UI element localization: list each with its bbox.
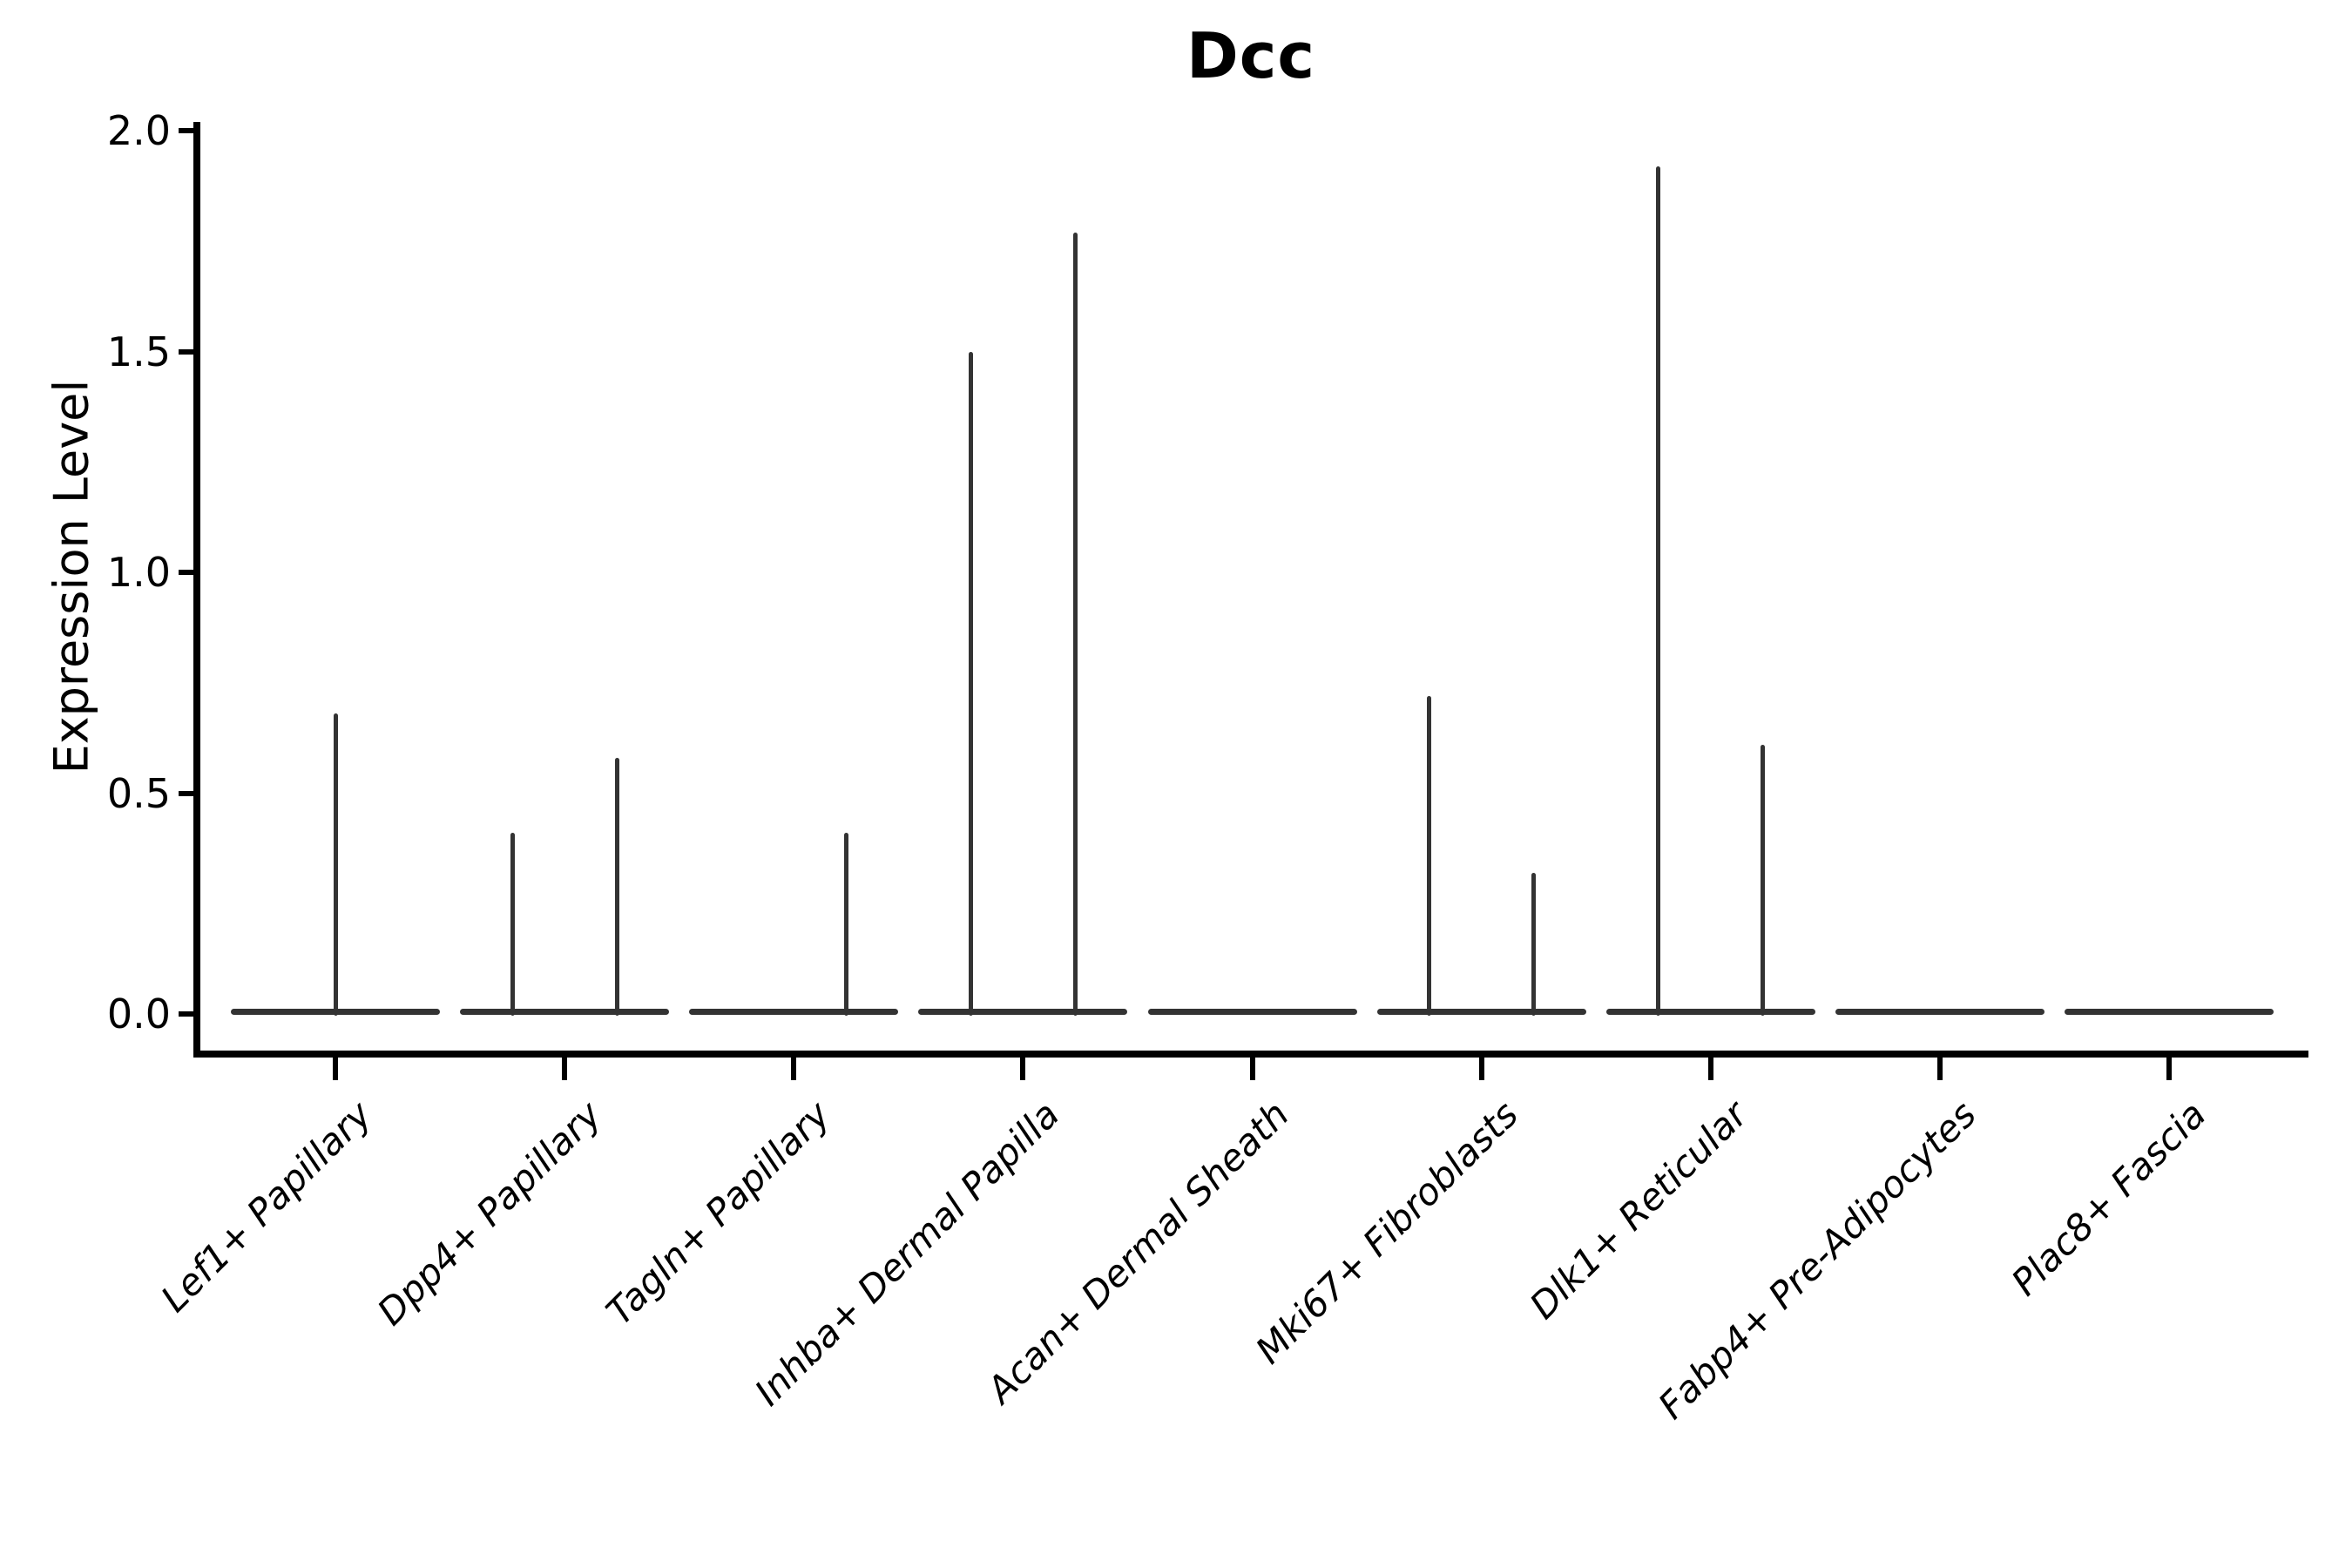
y-tick-label: 1.5: [106, 328, 171, 375]
violin-spike: [843, 833, 848, 1016]
chart-title: Dcc: [1186, 19, 1316, 92]
violin-body: [2065, 1009, 2274, 1015]
x-tick-label: Plac8+ Fascia: [2003, 1092, 2214, 1304]
y-tick: [179, 1011, 194, 1017]
violin-body: [918, 1009, 1128, 1015]
y-tick-label: 2.0: [106, 107, 171, 154]
violin-body: [1605, 1009, 1815, 1015]
y-tick: [179, 790, 194, 796]
violin-body: [460, 1009, 670, 1015]
x-tick-label: Tagln+ Papillary: [598, 1092, 839, 1334]
x-tick-label: Dlk1+ Reticular: [1521, 1092, 1755, 1328]
violin-body: [1376, 1009, 1586, 1015]
x-axis-spine: [193, 1051, 2308, 1058]
x-tick: [1249, 1058, 1255, 1080]
x-tick-label: Mki67+ Fibroblasts: [1247, 1092, 1526, 1372]
violin-spike: [614, 757, 619, 1016]
y-tick: [179, 348, 194, 355]
y-tick: [179, 570, 194, 575]
x-tick-label: Dpp4+ Papillary: [368, 1092, 610, 1334]
x-tick-label: Lef1+ Papillary: [152, 1092, 381, 1321]
y-tick-label: 0.0: [106, 990, 171, 1037]
x-tick: [333, 1058, 338, 1080]
violin-spike: [968, 351, 973, 1016]
violin-spike: [1072, 232, 1078, 1016]
violin-body: [689, 1009, 899, 1015]
x-tick: [1707, 1058, 1713, 1080]
x-tick: [562, 1058, 568, 1080]
x-tick: [791, 1058, 797, 1080]
y-tick-label: 0.5: [106, 769, 171, 817]
violin-spike: [1656, 166, 1661, 1016]
violin-spike: [1427, 695, 1432, 1016]
violin-body: [1835, 1009, 2044, 1015]
y-tick-label: 1.0: [106, 549, 171, 596]
violin-spike: [510, 833, 515, 1016]
violin-spike: [333, 713, 338, 1016]
y-tick: [179, 128, 194, 133]
x-tick: [1020, 1058, 1026, 1080]
x-tick: [1478, 1058, 1484, 1080]
violin-body: [1147, 1009, 1357, 1015]
violin-spike: [1761, 744, 1766, 1016]
violin-spike: [1531, 872, 1537, 1016]
x-tick: [2166, 1058, 2172, 1080]
y-axis-spine: [193, 122, 200, 1058]
x-tick: [1936, 1058, 1943, 1080]
